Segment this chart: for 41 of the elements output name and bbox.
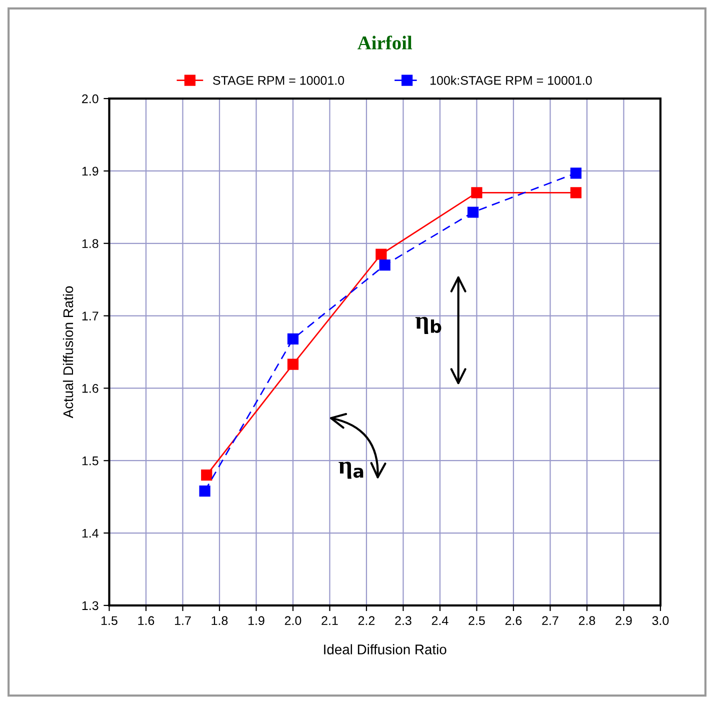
x-tick-label: 2.6 [505,616,522,626]
point [467,206,479,218]
annotation: η$_{b}$ [415,316,442,334]
point [201,470,212,481]
x-tick-label: 2.3 [395,616,412,626]
y-axis-title: Actual Diffusion Ratio [62,286,74,418]
y-tick-label: 1.8 [82,239,98,248]
point [287,333,299,345]
chart-title: Airfoil [358,36,412,50]
x-tick-label: 2.7 [542,616,558,625]
x-tick-label: 1.7 [175,616,191,625]
y-tick-label: 1.3 [82,601,98,610]
x-tick-label: 2.9 [616,616,632,626]
x-tick-label: 1.8 [212,616,228,626]
y-tick-label: 1.9 [82,166,98,176]
point [570,168,582,179]
point [379,260,390,271]
x-tick-label: 2.4 [432,616,448,625]
x-tick-label: 2.0 [284,616,302,626]
y-tick-label: 1.5 [82,456,98,466]
y-tick-label: 1.7 [82,312,98,320]
x-tick-label: 1.5 [102,616,118,626]
x-tick-label: 2.5 [468,616,485,626]
point [376,248,387,260]
x-axis-title: Ideal Diffusion Ratio [324,644,446,654]
x-tick-label: 2.1 [322,616,338,625]
y-tick-label: 2.0 [82,94,98,104]
legend-label: 100k:STAGE RPM = 10001.0 [430,76,592,85]
point [570,187,582,198]
x-tick-label: 1.6 [138,616,154,626]
point [471,187,482,198]
point [287,358,299,370]
annotation: η$_{a}$ [338,462,364,479]
y-tick-label: 1.6 [82,384,98,393]
x-tick-label: 2.8 [578,616,596,626]
point [199,485,210,497]
y-tick-label: 1.4 [82,528,98,538]
x-tick-label: 2.2 [358,616,375,625]
x-tick-label: 1.9 [248,616,264,626]
x-tick-label: 3.0 [652,616,669,626]
legend-label: STAGE RPM = 10001.0 [213,76,344,85]
